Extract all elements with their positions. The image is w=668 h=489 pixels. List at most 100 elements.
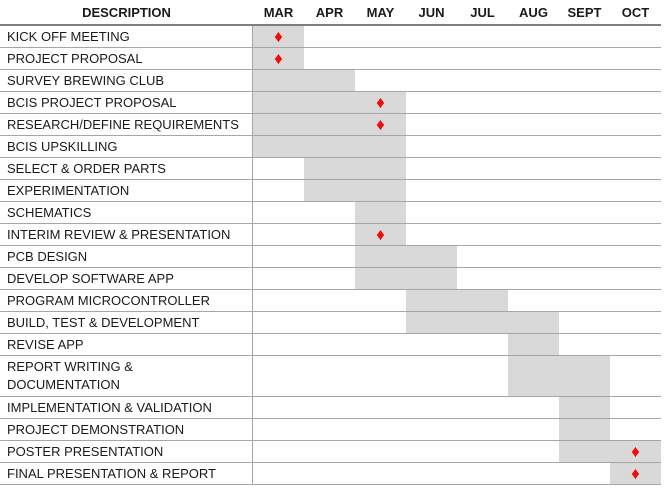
task-bar xyxy=(253,26,304,47)
task-timeline xyxy=(253,246,661,267)
task-bar xyxy=(355,246,457,267)
task-label: IMPLEMENTATION & VALIDATION xyxy=(0,397,253,418)
task-row: SURVEY BREWING CLUB xyxy=(0,70,661,92)
task-bar xyxy=(253,114,406,135)
task-label: INTERIM REVIEW & PRESENTATION xyxy=(0,224,253,245)
task-timeline xyxy=(253,334,661,355)
task-row: REPORT WRITING & DOCUMENTATION xyxy=(0,356,661,397)
gantt-rows: KICK OFF MEETING ♦ PROJECT PROPOSAL ♦ SU… xyxy=(0,26,661,485)
task-bar xyxy=(406,290,508,311)
task-row: BCIS PROJECT PROPOSAL ♦ xyxy=(0,92,661,114)
task-bar xyxy=(355,224,406,245)
milestone-diamond-icon: ♦ xyxy=(376,224,385,244)
task-timeline: ♦ xyxy=(253,26,661,47)
task-label: REPORT WRITING & DOCUMENTATION xyxy=(0,356,253,396)
description-column-header: DESCRIPTION xyxy=(82,4,171,20)
task-row: SELECT & ORDER PARTS xyxy=(0,158,661,180)
task-label: FINAL PRESENTATION & REPORT xyxy=(0,463,253,484)
month-headers: MAR APR MAY JUN JUL AUG SEPT OCT xyxy=(253,0,661,24)
task-bar xyxy=(508,334,559,355)
task-label: PCB DESIGN xyxy=(0,246,253,267)
month-header: MAR xyxy=(263,4,294,20)
task-bar xyxy=(253,48,304,69)
task-label: POSTER PRESENTATION xyxy=(0,441,253,462)
task-row: RESEARCH/DEFINE REQUIREMENTS ♦ xyxy=(0,114,661,136)
task-label: DEVELOP SOFTWARE APP xyxy=(0,268,253,289)
task-bar xyxy=(508,356,610,396)
milestone-diamond-icon: ♦ xyxy=(631,441,640,461)
month-header: APR xyxy=(315,4,344,20)
task-row: PROJECT PROPOSAL ♦ xyxy=(0,48,661,70)
task-label: BCIS PROJECT PROPOSAL xyxy=(0,92,253,113)
task-timeline xyxy=(253,312,661,333)
task-row: EXPERIMENTATION xyxy=(0,180,661,202)
task-label: BCIS UPSKILLING xyxy=(0,136,253,157)
task-bar xyxy=(610,463,661,484)
task-row: DEVELOP SOFTWARE APP xyxy=(0,268,661,290)
task-bar xyxy=(559,419,610,440)
milestone-diamond-icon: ♦ xyxy=(631,463,640,483)
task-row: BCIS UPSKILLING xyxy=(0,136,661,158)
task-timeline: ♦ xyxy=(253,224,661,245)
task-timeline xyxy=(253,397,661,418)
task-label: SURVEY BREWING CLUB xyxy=(0,70,253,91)
task-bar xyxy=(406,312,559,333)
task-row: FINAL PRESENTATION & REPORT ♦ xyxy=(0,463,661,485)
milestone-diamond-icon: ♦ xyxy=(274,26,283,46)
task-timeline xyxy=(253,180,661,201)
task-timeline xyxy=(253,136,661,157)
task-timeline: ♦ xyxy=(253,441,661,462)
month-header: OCT xyxy=(621,4,650,20)
task-row: SCHEMATICS xyxy=(0,202,661,224)
month-header: AUG xyxy=(519,4,548,20)
task-timeline xyxy=(253,158,661,179)
task-label: PROJECT DEMONSTRATION xyxy=(0,419,253,440)
task-row: BUILD, TEST & DEVELOPMENT xyxy=(0,312,661,334)
task-timeline: ♦ xyxy=(253,48,661,69)
task-bar xyxy=(559,397,610,418)
task-timeline: ♦ xyxy=(253,463,661,484)
task-timeline xyxy=(253,419,661,440)
milestone-diamond-icon: ♦ xyxy=(376,92,385,112)
task-bar xyxy=(355,202,406,223)
task-bar xyxy=(253,136,406,157)
task-bar xyxy=(253,70,355,91)
task-row: INTERIM REVIEW & PRESENTATION ♦ xyxy=(0,224,661,246)
task-row: KICK OFF MEETING ♦ xyxy=(0,26,661,48)
task-row: IMPLEMENTATION & VALIDATION xyxy=(0,397,661,419)
task-label: SCHEMATICS xyxy=(0,202,253,223)
task-row: PCB DESIGN xyxy=(0,246,661,268)
task-timeline xyxy=(253,268,661,289)
milestone-diamond-icon: ♦ xyxy=(274,48,283,68)
task-bar xyxy=(304,180,406,201)
task-timeline xyxy=(253,356,661,396)
month-header: SEPT xyxy=(567,4,602,20)
task-label: KICK OFF MEETING xyxy=(0,26,253,47)
task-timeline xyxy=(253,290,661,311)
task-label: BUILD, TEST & DEVELOPMENT xyxy=(0,312,253,333)
task-label: REVISE APP xyxy=(0,334,253,355)
task-label: EXPERIMENTATION xyxy=(0,180,253,201)
task-timeline: ♦ xyxy=(253,92,661,113)
task-label: PROGRAM MICROCONTROLLER xyxy=(0,290,253,311)
header-row: DESCRIPTION MAR APR MAY JUN JUL AUG SEPT OCT xyxy=(0,0,661,26)
task-bar xyxy=(355,268,457,289)
task-timeline xyxy=(253,202,661,223)
month-header: JUL xyxy=(470,4,495,20)
task-row: PROJECT DEMONSTRATION xyxy=(0,419,661,441)
task-row: POSTER PRESENTATION ♦ xyxy=(0,441,661,463)
task-bar xyxy=(559,441,661,462)
task-label: SELECT & ORDER PARTS xyxy=(0,158,253,179)
task-timeline: ♦ xyxy=(253,114,661,135)
task-label: PROJECT PROPOSAL xyxy=(0,48,253,69)
milestone-diamond-icon: ♦ xyxy=(376,114,385,134)
task-label: RESEARCH/DEFINE REQUIREMENTS xyxy=(0,114,253,135)
task-row: REVISE APP xyxy=(0,334,661,356)
task-timeline xyxy=(253,70,661,91)
task-bar xyxy=(304,158,406,179)
month-header: JUN xyxy=(418,4,445,20)
task-bar xyxy=(253,92,406,113)
task-row: PROGRAM MICROCONTROLLER xyxy=(0,290,661,312)
